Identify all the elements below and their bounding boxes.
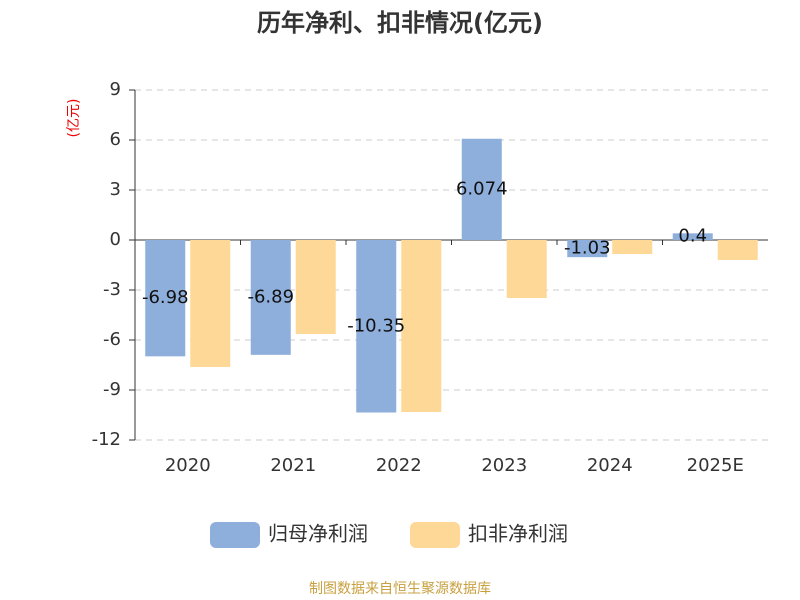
bar xyxy=(356,240,397,413)
bar xyxy=(461,138,502,240)
y-tick-label: 6 xyxy=(110,129,121,150)
bar xyxy=(295,240,336,334)
source-note: 制图数据来自恒生聚源数据库 xyxy=(309,581,491,597)
bar xyxy=(612,240,653,254)
y-tick-label: -6 xyxy=(103,329,121,350)
data-label: 0.4 xyxy=(678,226,707,247)
data-label: -6.89 xyxy=(247,286,294,307)
x-tick-label: 2020 xyxy=(165,455,211,476)
data-label: -1.03 xyxy=(564,238,611,259)
y-tick-label: -3 xyxy=(103,279,121,300)
data-label: -10.35 xyxy=(347,315,405,336)
data-label: 6.074 xyxy=(456,178,508,199)
y-axis-label: (亿元) xyxy=(66,99,82,138)
y-tick-label: 9 xyxy=(110,79,121,100)
x-tick-label: 2025E xyxy=(687,455,744,476)
legend-swatch xyxy=(210,522,260,548)
legend-swatch xyxy=(410,522,460,548)
x-tick-label: 2024 xyxy=(587,455,633,476)
chart-title: 历年净利、扣非情况(亿元) xyxy=(257,9,543,37)
y-tick-label: 3 xyxy=(110,179,121,200)
y-tick-label: 0 xyxy=(110,229,121,250)
legend-label: 归母净利润 xyxy=(268,522,368,546)
bar xyxy=(250,240,291,355)
bar xyxy=(401,240,442,412)
bar xyxy=(506,240,547,298)
y-tick-label: -12 xyxy=(92,429,121,450)
x-tick-label: 2023 xyxy=(481,455,527,476)
x-tick-label: 2022 xyxy=(376,455,422,476)
bar xyxy=(145,240,186,357)
bar xyxy=(717,240,758,260)
data-label: -6.98 xyxy=(142,287,189,308)
bar xyxy=(190,240,231,367)
y-tick-label: -9 xyxy=(103,379,121,400)
legend-label: 扣非净利润 xyxy=(468,522,568,546)
x-tick-label: 2021 xyxy=(270,455,316,476)
bar xyxy=(567,240,608,258)
bar xyxy=(672,233,713,240)
